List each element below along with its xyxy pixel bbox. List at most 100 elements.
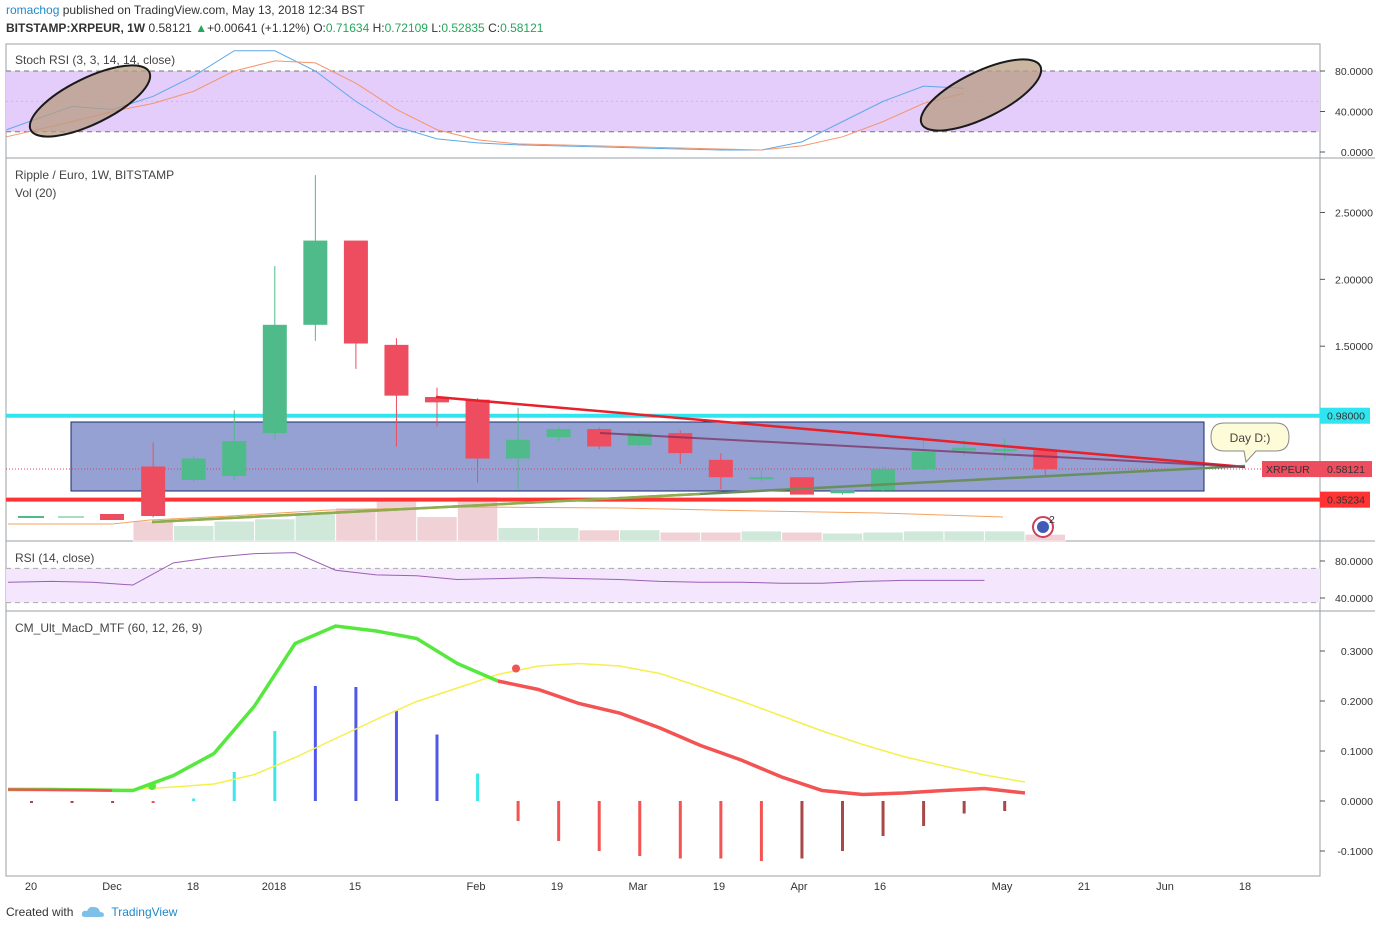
candle-body xyxy=(465,399,490,459)
high-label: H: xyxy=(372,21,385,35)
volume-bar xyxy=(254,518,296,542)
last-price: 0.58121 xyxy=(148,21,192,35)
candle-body xyxy=(830,490,855,494)
price-tick-label: 2.00000 xyxy=(1335,274,1373,286)
volume-subtitle: Vol (20) xyxy=(15,186,56,200)
macd-histogram-bar xyxy=(638,801,642,856)
symbol-legend: BITSTAMP:XRPEUR, 1W 0.58121 ▲+0.00641 (+… xyxy=(6,21,544,35)
candle-body xyxy=(1033,450,1058,470)
interval-label: 1W xyxy=(127,21,146,35)
candle-body xyxy=(384,344,409,396)
callout-bubble xyxy=(1210,422,1290,464)
volume-bar xyxy=(984,530,1025,542)
legend-swatch-red xyxy=(100,514,124,520)
macd-histogram-bar xyxy=(922,801,926,826)
x-axis-tick-label: 21 xyxy=(1078,881,1090,893)
callout-text: Day D:) xyxy=(1230,431,1271,445)
macd-histogram-bar xyxy=(759,801,763,861)
candle-body xyxy=(506,439,531,459)
candle-body xyxy=(222,441,247,476)
volume-bar xyxy=(700,531,742,542)
low-value: 0.52835 xyxy=(441,21,485,35)
level-tag-cyan xyxy=(1320,407,1370,424)
volume-bar xyxy=(132,520,174,542)
macd-line-bullish xyxy=(8,624,499,793)
macd-tick-label: 0.2000 xyxy=(1341,696,1373,708)
stoch-title: Stoch RSI (3, 3, 14, 14, close) xyxy=(15,53,175,67)
candle-body xyxy=(343,240,368,344)
x-axis-tick-label: Apr xyxy=(790,881,807,893)
tradingview-link[interactable]: TradingView xyxy=(111,905,178,919)
change-value: +0.00641 (+1.12%) xyxy=(207,21,310,35)
rsi-line xyxy=(7,552,985,586)
price-pane-title: Ripple / Euro, 1W, BITSTAMP xyxy=(15,168,174,182)
macd-title: CM_Ult_MacD_MTF (60, 12, 26, 9) xyxy=(15,621,202,635)
volume-bar xyxy=(376,501,417,542)
volume-bar xyxy=(943,530,985,542)
close-label: C: xyxy=(488,21,501,35)
stoch-d-line xyxy=(6,60,965,151)
open-value: 0.71634 xyxy=(325,21,370,35)
macd-histogram-bar xyxy=(313,686,317,801)
candle-body xyxy=(952,447,977,451)
macd-histogram-bar xyxy=(1003,801,1007,811)
macd-histogram-bar xyxy=(30,801,33,803)
macd-tick-label: 0.3000 xyxy=(1341,646,1373,658)
published-text: published on TradingView.com, May 13, 20… xyxy=(62,3,365,17)
volume-bar xyxy=(741,530,782,542)
macd-histogram-bar xyxy=(719,801,723,859)
macd-histogram-bar xyxy=(151,801,155,803)
stoch-ellipse-right xyxy=(919,58,1043,132)
low-label: L: xyxy=(431,21,442,35)
macd-histogram-bar xyxy=(435,734,439,801)
candle-body xyxy=(425,397,449,403)
current-price-tag xyxy=(1262,461,1372,478)
x-axis-tick-label: 18 xyxy=(1239,881,1251,893)
macd-line-start xyxy=(7,788,113,792)
volume-bar xyxy=(214,520,255,542)
author-link[interactable]: romachog xyxy=(6,3,60,17)
macd-histogram-bar xyxy=(232,772,236,801)
symbol-name: BITSTAMP:XRPEUR xyxy=(6,21,121,35)
publish-info: romachog published on TradingView.com, M… xyxy=(6,3,365,17)
high-value: 0.72109 xyxy=(384,21,428,35)
macd-histogram-bar xyxy=(476,773,480,801)
macd-cross-up-dot xyxy=(148,782,156,790)
change-arrow-icon: ▲ xyxy=(195,21,208,35)
footer: Created with TradingView xyxy=(6,905,177,919)
volume-bar xyxy=(173,525,214,542)
x-axis-tick-label: Feb xyxy=(467,881,486,893)
price-tick-label: 1.50000 xyxy=(1335,341,1373,353)
alert-count: 2 xyxy=(1049,514,1055,526)
candle-body xyxy=(141,466,166,516)
current-price-text: 0.58121 xyxy=(1327,464,1365,476)
macd-histogram-bar xyxy=(678,801,682,859)
candle-body xyxy=(587,429,612,447)
candle-body xyxy=(871,469,896,491)
volume-bar xyxy=(822,533,863,542)
rsi-tick-label: 40.0000 xyxy=(1335,593,1373,605)
macd-histogram-bar xyxy=(111,801,115,803)
stoch-ellipse-left xyxy=(28,64,152,138)
tradingview-cloud-icon[interactable] xyxy=(81,905,105,919)
rsi-band xyxy=(6,568,1320,603)
volume-bar xyxy=(781,531,823,542)
macd-histogram-bar xyxy=(800,801,804,859)
volume-bar xyxy=(295,513,336,542)
created-with-text: Created with xyxy=(6,905,74,919)
macd-histogram-bar xyxy=(394,711,398,801)
macd-histogram-bar xyxy=(354,687,358,801)
ascending-trendline-shade xyxy=(151,492,701,524)
volume-bar xyxy=(538,527,579,542)
x-axis-tick-label: May xyxy=(992,881,1013,893)
x-axis-tick-label: 19 xyxy=(713,881,725,893)
x-axis-tick-label: Jun xyxy=(1156,881,1174,893)
descending-trendline xyxy=(435,395,1246,469)
volume-bar xyxy=(497,527,539,542)
rsi-title: RSI (14, close) xyxy=(15,551,94,565)
volume-bar xyxy=(903,530,944,542)
macd-tick-label: 0.0000 xyxy=(1341,796,1373,808)
symbol-tag-text: XRPEUR xyxy=(1266,464,1310,476)
volume-bar xyxy=(619,529,660,542)
